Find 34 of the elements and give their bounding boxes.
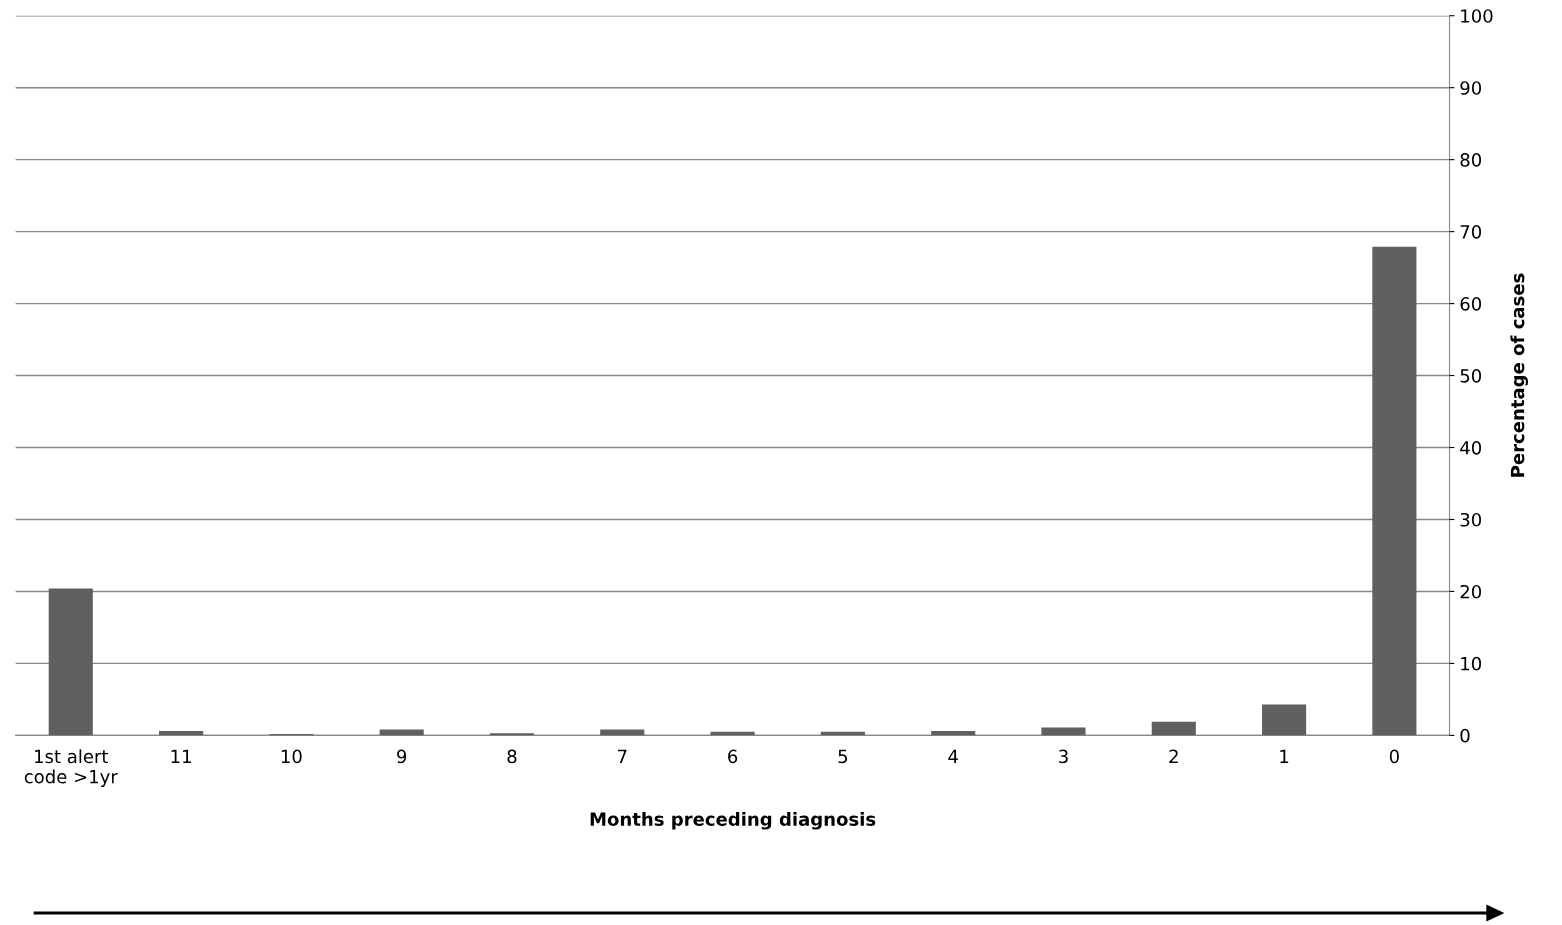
x-axis-title: Months preceding diagnosis — [590, 811, 876, 830]
bar — [1262, 704, 1307, 736]
y-tick-label: 10 — [1461, 656, 1482, 671]
x-tick-label: 0 — [1389, 749, 1399, 764]
y-tick-label: 100 — [1461, 9, 1493, 23]
bar — [1041, 727, 1086, 736]
y-tick-label: 90 — [1460, 81, 1482, 95]
y-tick-label: 70 — [1460, 225, 1482, 239]
bar — [489, 733, 535, 736]
y-tick-label: 80 — [1460, 153, 1482, 167]
bar — [48, 588, 93, 736]
y-tick-label: 50 — [1460, 369, 1482, 383]
bar — [1372, 246, 1417, 736]
y-tick-label: 40 — [1460, 440, 1482, 455]
y-axis-title: Percentage of cases — [1510, 273, 1528, 477]
y-tick-label: 20 — [1460, 584, 1482, 599]
x-tick-label: 7 — [618, 749, 627, 763]
x-tick-label: 1st alert code >1yr — [24, 749, 118, 787]
x-tick-label: 8 — [507, 749, 517, 764]
bar — [159, 731, 204, 736]
x-tick-label: 6 — [728, 749, 738, 764]
x-tick-label: 4 — [948, 749, 958, 763]
x-tick-label: 3 — [1059, 749, 1068, 764]
y-tick-label: 30 — [1460, 512, 1482, 527]
x-tick-label: 10 — [281, 749, 302, 764]
x-tick-label: 5 — [838, 749, 848, 764]
x-tick-label: 11 — [171, 749, 191, 763]
x-tick-label: 1 — [1280, 749, 1289, 763]
x-tick-label: 2 — [1169, 749, 1178, 763]
bar — [931, 731, 976, 736]
y-tick-label: 0 — [1460, 728, 1470, 743]
y-tick-label: 60 — [1460, 297, 1482, 311]
bar — [1151, 721, 1196, 736]
x-tick-label: 9 — [397, 749, 407, 764]
